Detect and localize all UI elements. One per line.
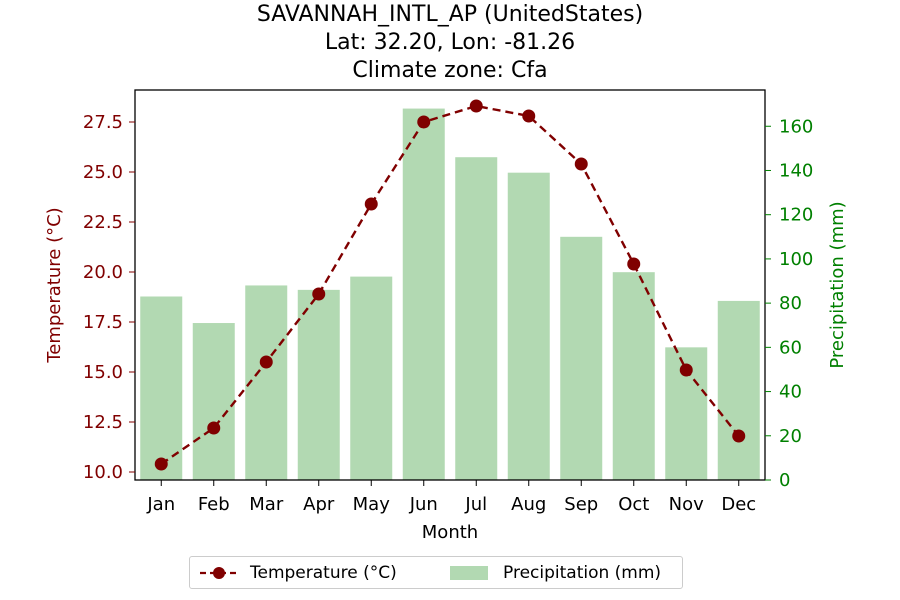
left-tick-label: 20.0 xyxy=(83,262,123,283)
precip-bar-mar xyxy=(245,285,288,480)
left-tick-label: 12.5 xyxy=(83,412,123,433)
right-tick-label: 20 xyxy=(779,426,802,447)
x-tick-label: Nov xyxy=(669,494,704,515)
temperature-point-jul xyxy=(469,99,483,113)
left-tick-label: 10.0 xyxy=(83,462,123,483)
right-axis-label: Precipitation (mm) xyxy=(827,201,848,368)
precip-bar-apr xyxy=(297,289,340,480)
right-tick-label: 160 xyxy=(779,116,813,137)
right-tick-label: 100 xyxy=(779,249,813,270)
chart-title-line-3: Climate zone: Cfa xyxy=(352,58,548,83)
x-tick-label: Oct xyxy=(618,494,649,515)
temperature-point-may xyxy=(364,197,378,211)
temperature-point-nov xyxy=(679,363,693,377)
precip-bar-jul xyxy=(455,157,498,481)
temperature-line xyxy=(160,104,740,465)
x-axis-label: Month xyxy=(422,522,478,543)
x-tick-label: Jul xyxy=(464,494,487,515)
x-tick-label: Jun xyxy=(409,494,438,515)
legend-temperature-label: Temperature (°C) xyxy=(250,562,397,583)
temperature-point-mar xyxy=(259,355,273,369)
right-tick-label: 0 xyxy=(779,470,790,491)
right-tick-label: 60 xyxy=(779,337,802,358)
temperature-point-jan xyxy=(154,457,168,471)
right-tick-label: 80 xyxy=(779,293,802,314)
plot-frame xyxy=(134,89,766,481)
left-tick-label: 17.5 xyxy=(83,312,123,333)
precip-bar-oct xyxy=(612,272,655,480)
chart-title-line-1: SAVANNAH_INTL_AP (UnitedStates) xyxy=(256,2,644,27)
temperature-point-aug xyxy=(522,109,536,123)
precip-bar-aug xyxy=(507,172,550,480)
right-tick-label: 120 xyxy=(779,205,813,226)
temperature-point-apr xyxy=(312,287,326,301)
x-tick-label: Dec xyxy=(721,494,756,515)
precip-bar-feb xyxy=(192,323,235,480)
legend-temperature-swatch xyxy=(200,566,238,579)
temperature-point-oct xyxy=(627,257,641,271)
left-tick-label: 15.0 xyxy=(83,362,123,383)
temperature-point-feb xyxy=(207,421,221,435)
temperature-point-sep xyxy=(574,157,588,171)
legend-precipitation-swatch xyxy=(450,565,488,580)
left-tick-label: 25.0 xyxy=(83,162,123,183)
x-tick-label: Feb xyxy=(198,494,230,515)
temperature-point-dec xyxy=(732,429,746,443)
precip-bar-jun xyxy=(402,108,445,481)
right-tick-label: 40 xyxy=(779,382,802,403)
legend-precipitation-label: Precipitation (mm) xyxy=(503,562,662,583)
x-tick-label: Jan xyxy=(146,494,175,515)
x-tick-label: Aug xyxy=(511,494,546,515)
chart-title-line-2: Lat: 32.20, Lon: -81.26 xyxy=(324,30,576,55)
left-tick-label: 22.5 xyxy=(83,212,123,233)
legend-item-precipitation: Precipitation (mm) xyxy=(449,557,661,588)
legend-item-temperature: Temperature (°C) xyxy=(198,557,397,588)
right-tick-label: 140 xyxy=(779,160,813,181)
left-tick-label: 27.5 xyxy=(83,112,123,133)
precip-bar-sep xyxy=(560,236,603,480)
precip-bar-dec xyxy=(717,300,760,480)
precip-bar-may xyxy=(350,276,393,480)
legend: Temperature (°C) Precipitation (mm) xyxy=(189,556,683,589)
x-tick-label: May xyxy=(353,494,391,515)
precip-bar-jan xyxy=(140,296,183,480)
x-tick-label: Apr xyxy=(303,494,335,515)
x-tick-label: Sep xyxy=(564,494,598,515)
temperature-point-jun xyxy=(417,115,431,129)
x-tick-label: Mar xyxy=(249,494,284,515)
left-axis-label: Temperature (°C) xyxy=(44,207,65,363)
